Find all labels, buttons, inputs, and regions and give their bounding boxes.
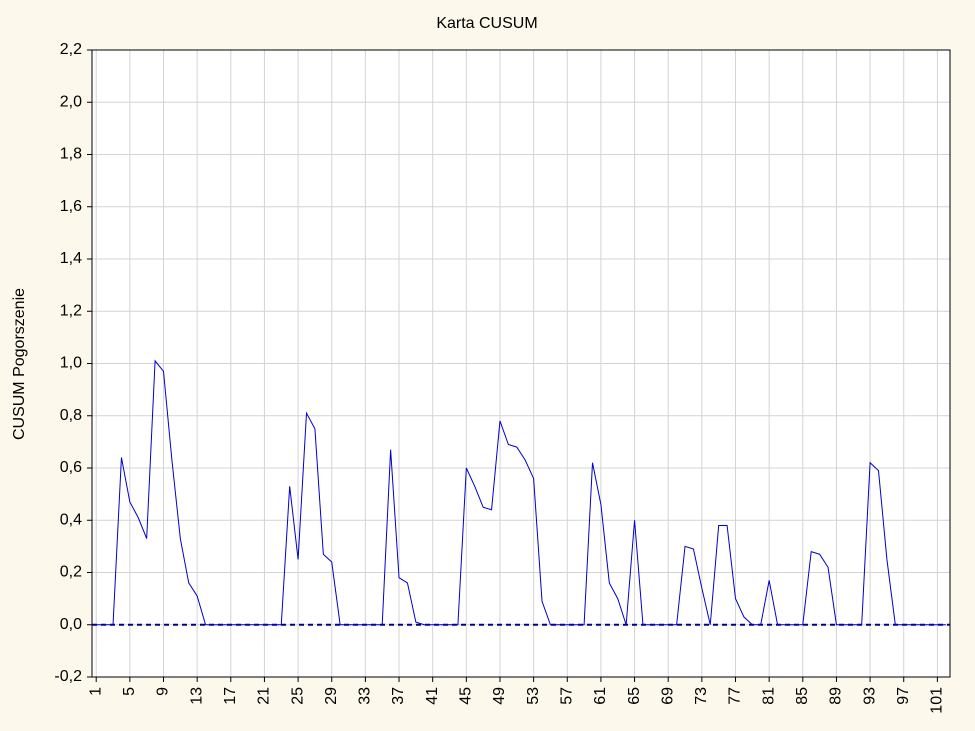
x-tick-label: 37 <box>390 687 407 705</box>
y-tick-label: 0,2 <box>60 564 82 581</box>
y-tick-label: 0,8 <box>60 407 82 424</box>
y-tick-label: 2,2 <box>60 41 82 58</box>
x-tick-label: 81 <box>760 687 777 705</box>
x-tick-label: 73 <box>693 687 710 705</box>
y-tick-label: 0,6 <box>60 459 82 476</box>
x-tick-label: 29 <box>323 687 340 705</box>
x-tick-label: 1 <box>87 687 104 696</box>
x-tick-label: 9 <box>155 687 172 696</box>
x-tick-label: 85 <box>794 687 811 705</box>
y-axis-label: CUSUM Pogorszenie <box>11 288 28 440</box>
x-tick-label: 61 <box>592 687 609 705</box>
x-tick-label: 69 <box>659 687 676 705</box>
x-tick-label: 41 <box>424 687 441 705</box>
x-tick-label: 77 <box>727 687 744 705</box>
x-tick-label: 21 <box>256 687 273 705</box>
x-tick-label: 57 <box>558 687 575 705</box>
x-tick-label: 17 <box>222 687 239 705</box>
y-tick-label: 1,8 <box>60 146 82 163</box>
plot-border <box>91 49 951 678</box>
x-tick-label: 89 <box>828 687 845 705</box>
chart-title: Karta CUSUM <box>436 15 537 32</box>
y-tick-label: 0,4 <box>60 511 82 528</box>
y-tick-label: 1,2 <box>60 302 82 319</box>
y-tick-label: -0,2 <box>54 668 82 685</box>
x-tick-label: 13 <box>188 687 205 705</box>
x-tick-label: 5 <box>121 687 138 696</box>
x-tick-label: 33 <box>357 687 374 705</box>
x-tick-label: 93 <box>861 687 878 705</box>
y-tick-label: 1,0 <box>60 355 82 372</box>
y-tick-label: 0,0 <box>60 616 82 633</box>
data-line <box>96 359 946 626</box>
x-tick-label: 53 <box>525 687 542 705</box>
x-tick-label: 25 <box>289 687 306 705</box>
x-tick-label: 101 <box>929 687 946 714</box>
x-tick-label: 97 <box>895 687 912 705</box>
x-tick-label: 65 <box>626 687 643 705</box>
y-tick-label: 2,0 <box>60 93 82 110</box>
y-tick-label: 1,6 <box>60 198 82 215</box>
y-tick-label: 1,4 <box>60 250 82 267</box>
x-tick-label: 49 <box>491 687 508 705</box>
x-tick-label: 45 <box>458 687 475 705</box>
